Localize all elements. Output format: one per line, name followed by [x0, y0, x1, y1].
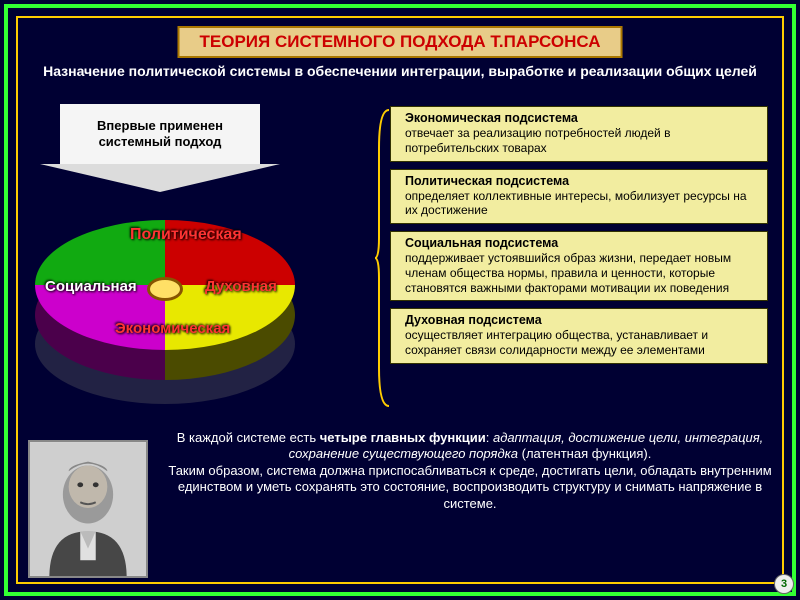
subsystem-box: Духовная подсистема осуществляет интегра… — [390, 308, 768, 364]
pie-label-left: Социальная — [45, 278, 137, 295]
arrow-down-icon — [40, 164, 280, 192]
subsystem-desc: определяет коллективные интересы, мобили… — [405, 189, 747, 218]
pie-label-right: Духовная — [205, 278, 277, 295]
arrow-callout: Впервые применен системный подход — [60, 104, 260, 164]
subsystem-list: Экономическая подсистема отвечает за реа… — [390, 106, 768, 364]
portrait-image — [28, 440, 148, 578]
subsystem-desc: поддерживает устоявшийся образ жизни, пе… — [405, 251, 731, 294]
subsystem-desc: отвечает за реализацию потребностей люде… — [405, 126, 670, 155]
subsystem-desc: осуществляет интеграцию общества, устана… — [405, 328, 708, 357]
subsystem-title: Духовная подсистема — [405, 313, 542, 327]
subsystem-title: Политическая подсистема — [405, 174, 569, 188]
curly-brace-icon — [375, 108, 391, 408]
pie-chart: Политическая Социальная Духовная Экономи… — [35, 200, 295, 395]
subsystem-box: Экономическая подсистема отвечает за реа… — [390, 106, 768, 162]
subsystem-title: Социальная подсистема — [405, 236, 558, 250]
subsystem-box: Политическая подсистема определяет колле… — [390, 169, 768, 225]
slide-subtitle: Назначение политической системы в обеспе… — [30, 62, 770, 80]
pie-label-bottom: Экономическая — [115, 320, 230, 337]
pie-label-top: Политическая — [130, 226, 242, 244]
slide-number-badge: 3 — [774, 574, 794, 594]
subsystem-title: Экономическая подсистема — [405, 111, 578, 125]
subsystem-box: Социальная подсистема поддерживает устоя… — [390, 231, 768, 301]
slide-title: ТЕОРИЯ СИСТЕМНОГО ПОДХОДА Т.ПАРСОНСА — [178, 26, 623, 58]
bottom-text: В каждой системе есть четыре главных фун… — [168, 430, 772, 512]
